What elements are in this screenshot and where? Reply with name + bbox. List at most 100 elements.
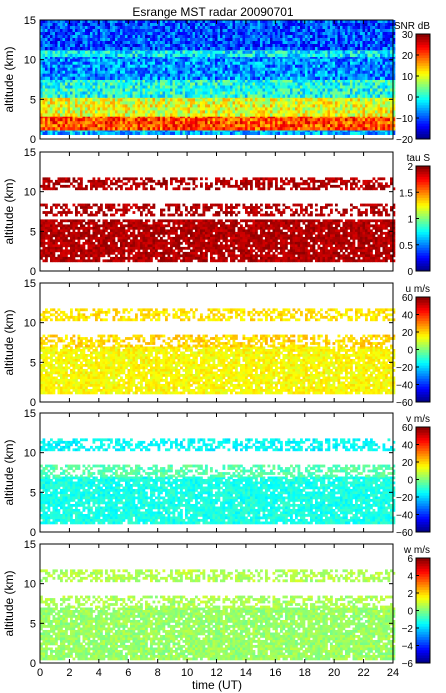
- data-cell: [230, 115, 233, 119]
- data-cell: [372, 91, 376, 95]
- data-cell: [360, 67, 363, 71]
- data-cell: [375, 55, 378, 59]
- data-cell: [147, 131, 151, 135]
- data-cell: [275, 55, 278, 59]
- data-cell: [285, 124, 288, 128]
- data-cell: [232, 67, 236, 71]
- data-cell: [50, 107, 53, 111]
- data-cell: [177, 64, 181, 68]
- data-cell: [212, 115, 216, 119]
- data-cell: [250, 76, 253, 80]
- data-cell: [157, 67, 161, 71]
- data-cell: [202, 70, 206, 74]
- data-cell: [232, 110, 236, 114]
- data-cell: [87, 73, 91, 77]
- data-cell: [385, 101, 388, 105]
- data-cell: [350, 70, 353, 74]
- data-cell: [327, 76, 331, 80]
- data-cell: [290, 113, 293, 117]
- data-cell: [345, 55, 348, 59]
- data-cell: [182, 50, 186, 55]
- data-cell: [210, 113, 213, 117]
- data-cell: [237, 124, 241, 128]
- data-cell: [122, 124, 126, 128]
- data-cell: [82, 88, 86, 92]
- data-cell: [350, 104, 353, 108]
- data-cell: [95, 35, 98, 39]
- data-cell: [50, 85, 53, 89]
- data-cell: [370, 88, 373, 92]
- data-cell: [270, 115, 273, 119]
- data-cell: [77, 110, 81, 114]
- data-cell: [40, 61, 43, 65]
- data-cell: [362, 91, 366, 95]
- data-cell: [250, 73, 253, 77]
- data-cell: [350, 53, 353, 58]
- data-cell: [150, 41, 153, 45]
- data-cell: [105, 110, 108, 114]
- data-cell: [282, 104, 286, 108]
- data-cell: [235, 124, 238, 128]
- data-cell: [162, 118, 166, 122]
- data-cell: [227, 79, 231, 83]
- data-cell: [392, 55, 396, 59]
- data-cell: [85, 38, 88, 42]
- data-cell: [162, 127, 166, 131]
- data-cell: [295, 58, 298, 62]
- data-cell: [60, 113, 63, 117]
- data-cell: [365, 94, 368, 98]
- data-cell: [245, 115, 248, 119]
- data-cell: [115, 104, 118, 108]
- data-cell: [190, 79, 193, 83]
- data-cell: [90, 121, 93, 125]
- data-cell: [140, 70, 143, 74]
- data-cell: [325, 79, 328, 83]
- data-cell: [172, 47, 176, 51]
- data-cell: [217, 73, 221, 77]
- data-cell: [127, 94, 131, 98]
- data-cell: [115, 67, 118, 71]
- data-cell: [365, 118, 368, 122]
- data-cell: [185, 29, 188, 33]
- data-cell: [220, 79, 223, 83]
- data-cell: [355, 67, 358, 71]
- data-cell: [377, 85, 381, 89]
- data-cell: [142, 61, 146, 65]
- data-cell: [67, 35, 71, 39]
- data-cell: [307, 121, 311, 125]
- data-cell: [70, 76, 73, 80]
- data-cell: [122, 61, 126, 65]
- data-cell: [130, 110, 133, 114]
- data-cell: [65, 58, 68, 62]
- data-cell: [272, 110, 276, 114]
- data-cell: [305, 94, 308, 98]
- data-cell: [275, 64, 278, 68]
- data-cell: [137, 82, 141, 86]
- data-cell: [312, 107, 316, 111]
- data-cell: [42, 20, 46, 24]
- data-cell: [355, 70, 358, 74]
- data-cell: [392, 61, 396, 65]
- data-cell: [272, 124, 276, 128]
- data-cell: [177, 98, 181, 102]
- data-cell: [52, 113, 56, 117]
- data-cell: [160, 23, 163, 27]
- data-cell: [167, 47, 171, 51]
- data-cell: [390, 55, 393, 59]
- data-cell: [330, 98, 333, 102]
- data-cell: [302, 121, 306, 125]
- data-cell: [72, 88, 76, 92]
- data-cell: [152, 23, 156, 27]
- data-cell: [60, 104, 63, 108]
- data-cell: [347, 64, 351, 68]
- data-cell: [82, 104, 86, 108]
- data-cell: [255, 115, 258, 119]
- data-cell: [327, 110, 331, 114]
- data-cell: [112, 55, 116, 59]
- data-cell: [187, 50, 191, 55]
- data-cell: [75, 58, 78, 62]
- data-cell: [95, 55, 98, 59]
- data-cell: [192, 115, 196, 119]
- data-cell: [170, 104, 173, 108]
- data-cell: [125, 61, 128, 65]
